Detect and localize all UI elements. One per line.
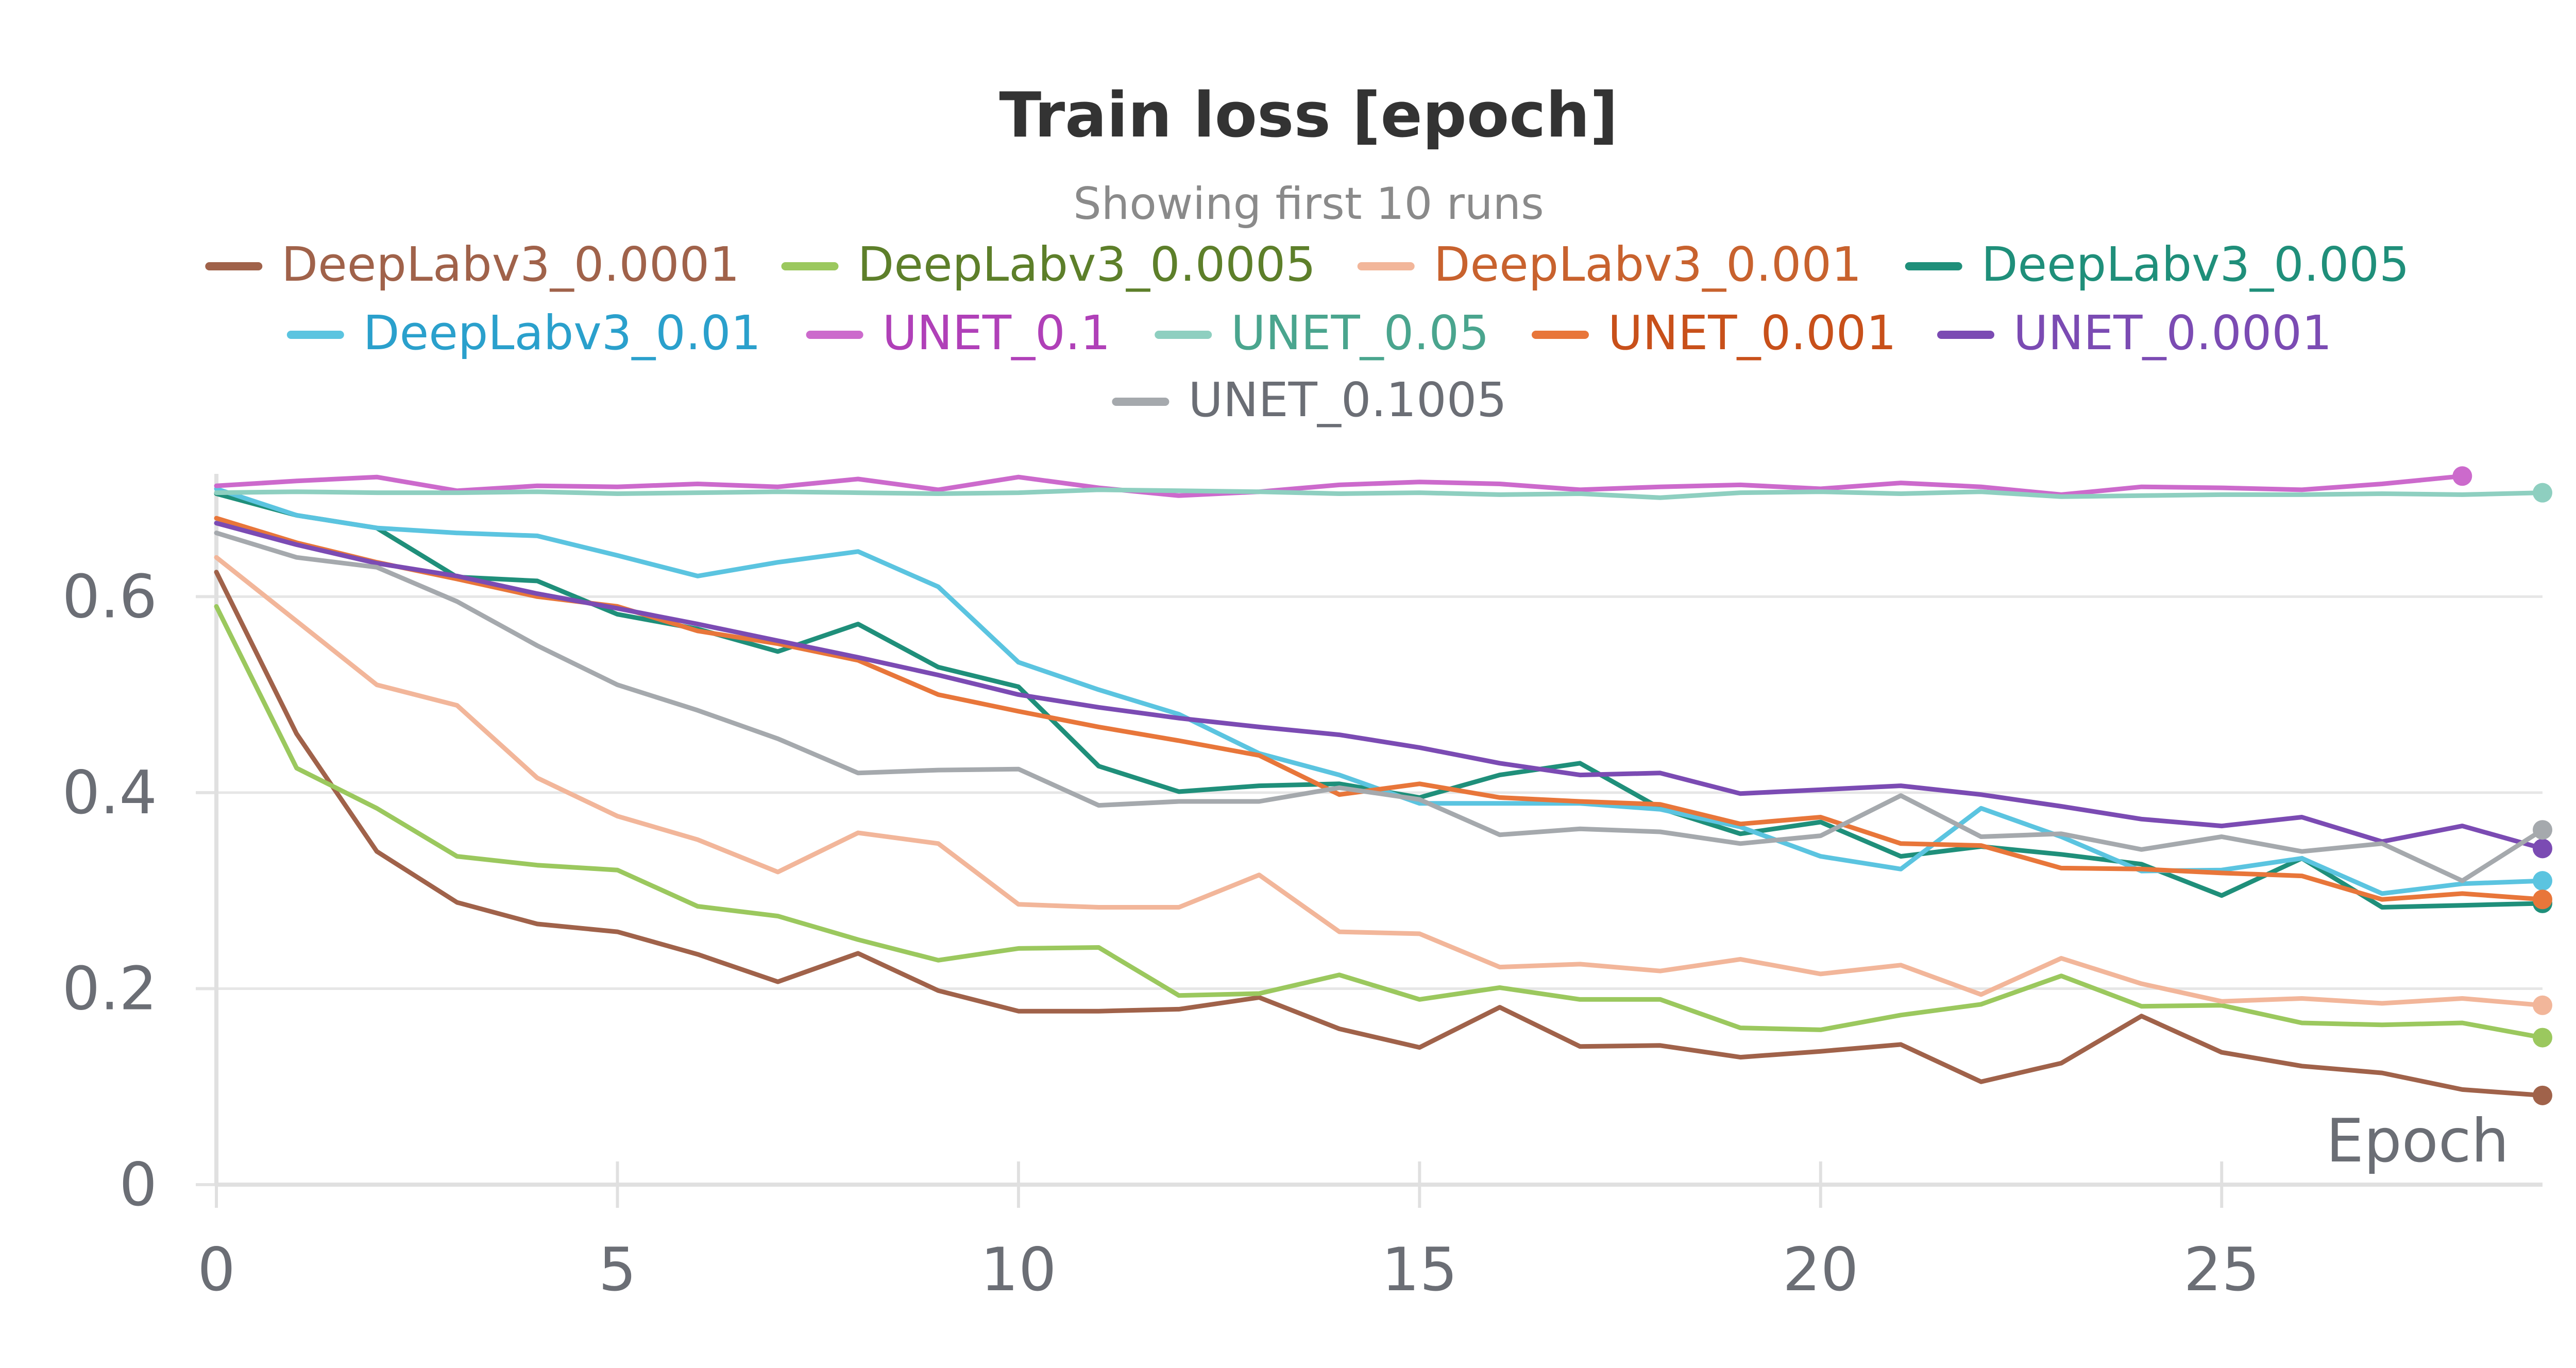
y-tick-label: 0 [119, 1150, 157, 1220]
legend-label: UNET_0.0001 [2013, 305, 2332, 361]
y-tick-label: 0.2 [62, 954, 157, 1023]
x-tick-label: 15 [1382, 1235, 1458, 1305]
legend-label: UNET_0.1005 [1188, 372, 1506, 427]
legend-item-UNET_0.1[interactable]: UNET_0.1 [806, 305, 1111, 361]
legend-label: UNET_0.05 [1231, 305, 1489, 361]
series-end-marker-DeepLabv3_0.0001 [2533, 1085, 2552, 1105]
x-tick-label: 0 [197, 1235, 235, 1305]
legend-label: DeepLabv3_0.0005 [858, 237, 1316, 292]
legend-item-UNET_0.0001[interactable]: UNET_0.0001 [1937, 305, 2332, 361]
legend-item-DeepLabv3_0.0005[interactable]: DeepLabv3_0.0005 [781, 237, 1316, 292]
legend-item-DeepLabv3_0.001[interactable]: DeepLabv3_0.001 [1357, 237, 1862, 292]
series-line-DeepLabv3_0.0001 [214, 570, 2545, 1098]
x-axis-label: Epoch [2326, 1106, 2509, 1176]
chart-title: Train loss [epoch] [999, 80, 1618, 151]
series-end-marker-UNET_0.1005 [2533, 820, 2552, 840]
series-end-marker-DeepLabv3_0.01 [2533, 871, 2552, 891]
x-tick-label: 20 [1783, 1235, 1859, 1305]
legend-label: DeepLabv3_0.0001 [281, 237, 739, 292]
legend-item-UNET_0.05[interactable]: UNET_0.05 [1155, 305, 1489, 361]
x-tick-label: 10 [980, 1235, 1057, 1305]
legend-label: DeepLabv3_0.01 [363, 305, 761, 361]
legend-label: UNET_0.001 [1608, 305, 1896, 361]
legend-item-UNET_0.1005[interactable]: UNET_0.1005 [1112, 372, 1507, 427]
series-line-UNET_0.1005 [214, 531, 2545, 883]
series-end-marker-DeepLabv3_0.0005 [2533, 1028, 2552, 1048]
y-tick-label: 0.4 [62, 758, 157, 828]
series-end-marker-UNET_0.05 [2533, 483, 2552, 503]
chart-subtitle: Showing first 10 runs [1073, 178, 1544, 230]
legend-item-DeepLabv3_0.005[interactable]: DeepLabv3_0.005 [1905, 237, 2410, 292]
axes: 0 0.2 0.4 0.6 0 5 10 15 20 25 [62, 474, 2543, 1305]
series-end-marker-DeepLabv3_0.001 [2533, 995, 2552, 1015]
series-layer [214, 466, 2552, 1105]
series-end-marker-UNET_0.1 [2452, 466, 2472, 486]
series-line-DeepLabv3_0.01 [214, 486, 2545, 896]
series-end-marker-UNET_0.001 [2533, 890, 2552, 910]
series-line-DeepLabv3_0.001 [214, 555, 2545, 1008]
series-line-UNET_0.1 [214, 473, 2465, 498]
legend-label: DeepLabv3_0.001 [1434, 237, 1862, 292]
series-line-DeepLabv3_0.0005 [214, 604, 2545, 1040]
x-tick-label: 25 [2183, 1235, 2260, 1305]
y-tick-label: 0.6 [62, 562, 157, 631]
series-end-marker-UNET_0.0001 [2533, 839, 2552, 859]
legend: DeepLabv3_0.0001 DeepLabv3_0.0005 DeepLabv… [205, 237, 2410, 427]
legend-item-DeepLabv3_0.01[interactable]: DeepLabv3_0.01 [286, 305, 761, 361]
legend-label: UNET_0.1 [883, 305, 1111, 361]
legend-item-UNET_0.001[interactable]: UNET_0.001 [1532, 305, 1896, 361]
series-line-DeepLabv3_0.005 [214, 491, 2545, 910]
x-tick-label: 5 [599, 1235, 637, 1305]
series-line-UNET_0.05 [214, 487, 2545, 500]
legend-label: DeepLabv3_0.005 [1981, 237, 2410, 292]
series-line-UNET_0.0001 [214, 521, 2545, 851]
legend-item-DeepLabv3_0.0001[interactable]: DeepLabv3_0.0001 [205, 237, 740, 292]
